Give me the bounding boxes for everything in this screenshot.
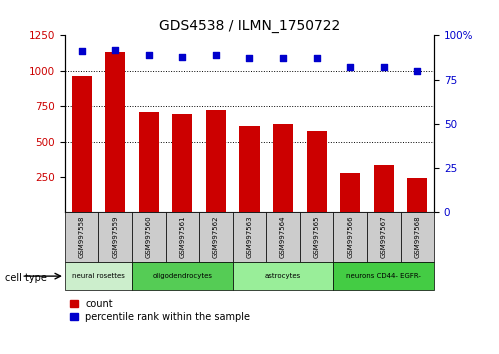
Bar (266, 212, 300, 262)
Bar (306, 131, 327, 212)
Point (380, 64, 388, 70)
Point (313, 56, 321, 61)
Bar (65, 262, 132, 290)
Text: astrocytes: astrocytes (265, 273, 301, 279)
Bar (172, 114, 193, 212)
Point (111, 47, 119, 52)
Bar (407, 178, 428, 212)
Bar (401, 212, 434, 262)
Bar (233, 212, 266, 262)
Text: GSM997567: GSM997567 (381, 216, 387, 258)
Text: GSM997565: GSM997565 (314, 216, 320, 258)
Bar (333, 212, 367, 262)
Text: GSM997568: GSM997568 (414, 216, 420, 258)
Point (145, 52, 153, 58)
Text: GSM997563: GSM997563 (247, 216, 252, 258)
Text: GSM997562: GSM997562 (213, 216, 219, 258)
Text: neurons CD44- EGFR-: neurons CD44- EGFR- (346, 273, 421, 279)
Bar (98, 212, 132, 262)
Bar (367, 212, 401, 262)
Text: GSM997561: GSM997561 (179, 216, 185, 258)
Bar (333, 262, 434, 290)
Bar (132, 262, 233, 290)
Text: cell type: cell type (5, 273, 47, 283)
Bar (273, 124, 293, 212)
Bar (374, 165, 394, 212)
Text: GSM997559: GSM997559 (112, 216, 118, 258)
Point (279, 56, 287, 61)
Text: neural rosettes: neural rosettes (72, 273, 125, 279)
Legend: count, percentile rank within the sample: count, percentile rank within the sample (70, 299, 250, 321)
Bar (132, 212, 166, 262)
Text: GSM997564: GSM997564 (280, 216, 286, 258)
Bar (65, 212, 98, 262)
Bar (199, 212, 233, 262)
Bar (300, 212, 333, 262)
Bar (166, 212, 199, 262)
Bar (340, 173, 360, 212)
Bar (240, 126, 259, 212)
Text: oligodendrocytes: oligodendrocytes (152, 273, 213, 279)
Point (212, 52, 220, 58)
Point (413, 68, 421, 74)
Point (246, 56, 253, 61)
Bar (105, 52, 125, 212)
Title: GDS4538 / ILMN_1750722: GDS4538 / ILMN_1750722 (159, 19, 340, 33)
Text: GSM997566: GSM997566 (347, 216, 353, 258)
Bar (139, 112, 159, 212)
Text: GSM997558: GSM997558 (79, 216, 85, 258)
Bar (233, 262, 333, 290)
Text: GSM997560: GSM997560 (146, 216, 152, 258)
Point (346, 64, 354, 70)
Point (178, 54, 186, 59)
Point (78, 48, 86, 54)
Bar (206, 110, 226, 212)
Bar (71, 76, 92, 212)
